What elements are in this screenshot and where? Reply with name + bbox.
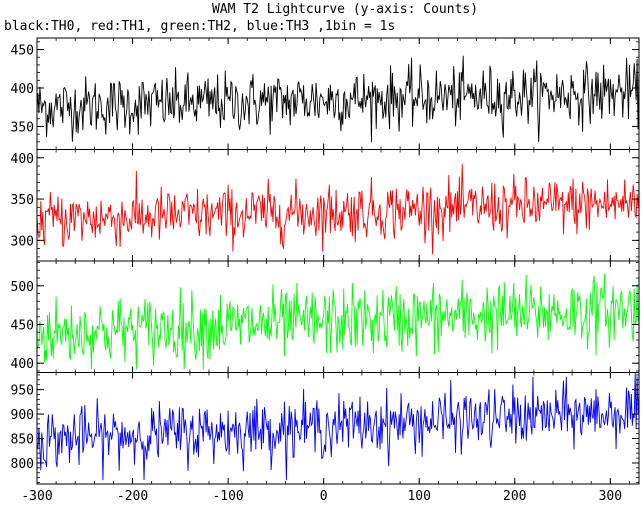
y-tick-label-th3: 950: [11, 384, 34, 399]
y-tick-label-th1: 300: [11, 234, 34, 249]
y-tick-label-th3: 900: [11, 408, 34, 423]
series-line-th0: [37, 55, 639, 142]
x-tick-label: 100: [407, 489, 430, 504]
x-tick-label: -100: [212, 489, 243, 504]
panel-frame-th3: [36, 372, 640, 485]
chart-title: WAM T2 Lightcurve (y-axis: Counts): [212, 2, 478, 17]
y-tick-label-th0: 350: [11, 120, 34, 135]
chart-subtitle: black:TH0, red:TH1, green:TH2, blue:TH3 …: [4, 19, 395, 34]
panels-group: 350 400 450 300 350 400 400 450 500 800 850 900 950: [11, 37, 640, 485]
y-tick-label-th1: 400: [11, 152, 34, 167]
y-tick-label-th2: 400: [11, 357, 34, 372]
y-tick-label-th2: 500: [11, 280, 34, 295]
x-tick-label: 300: [599, 489, 622, 504]
series-line-th3: [37, 372, 639, 481]
y-tick-label-th0: 400: [11, 82, 34, 97]
x-tick-label: 0: [320, 489, 328, 504]
x-tick-label: -300: [21, 489, 52, 504]
series-line-th1: [37, 163, 639, 255]
x-axis: -300 -200 -100 0 100 200 300: [21, 489, 622, 504]
y-tick-label-th2: 450: [11, 318, 34, 333]
x-tick-label: 200: [503, 489, 526, 504]
y-tick-label-th3: 850: [11, 433, 34, 448]
x-tick-label: -200: [117, 489, 148, 504]
y-tick-label-th3: 800: [11, 457, 34, 472]
y-tick-label-th0: 450: [11, 44, 34, 59]
y-tick-label-th1: 350: [11, 193, 34, 208]
series-line-th2: [37, 273, 639, 370]
panel-frame-th1: [36, 149, 640, 262]
